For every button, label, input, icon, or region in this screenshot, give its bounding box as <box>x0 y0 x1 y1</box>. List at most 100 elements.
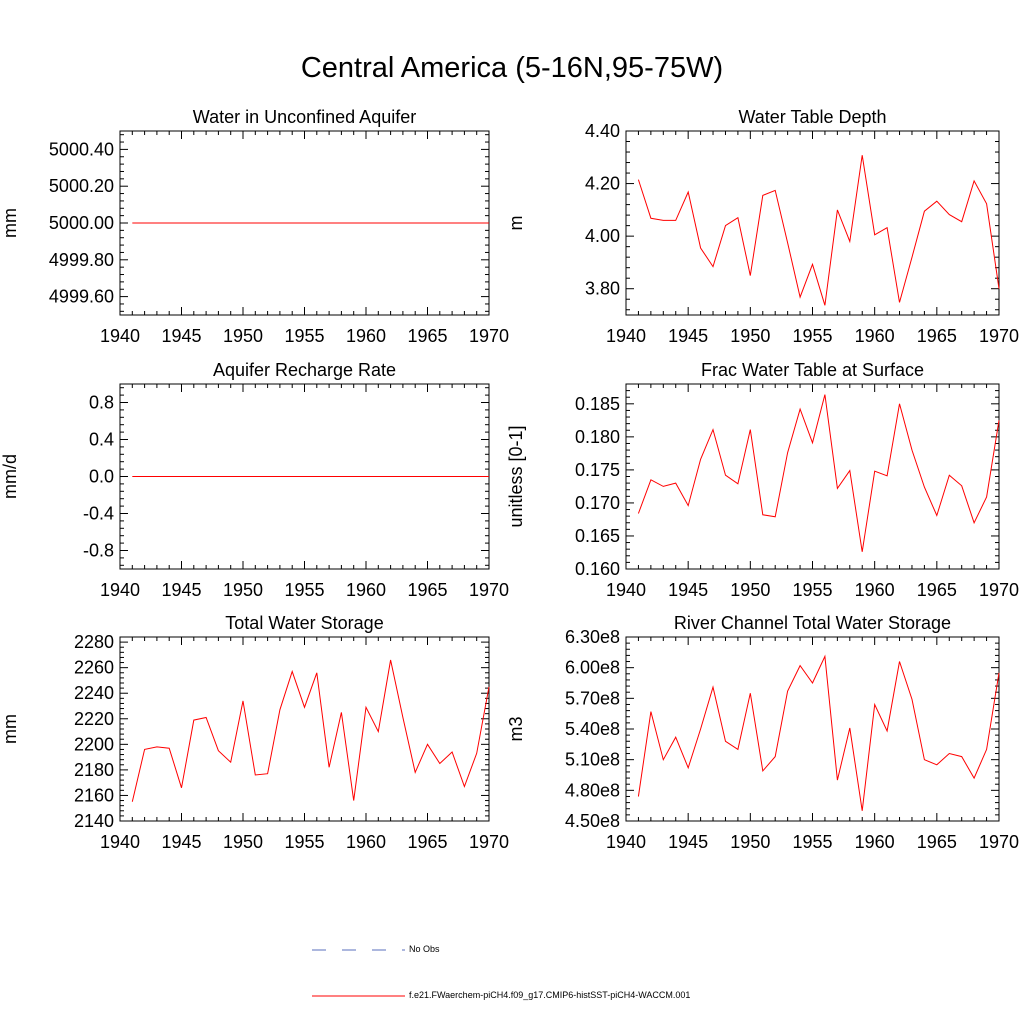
x-tick-label: 1970 <box>469 580 509 600</box>
x-tick-label: 1950 <box>730 580 770 600</box>
x-tick-label: 1945 <box>161 832 201 852</box>
series-line <box>637 394 1000 552</box>
y-tick-label: 2140 <box>74 811 114 831</box>
x-tick-label: 1940 <box>606 832 646 852</box>
x-tick-label: 1940 <box>100 832 140 852</box>
x-tick-label: 1965 <box>407 580 447 600</box>
x-tick-label: 1945 <box>668 580 708 600</box>
x-tick-label: 1950 <box>730 832 770 852</box>
y-axis-label: mm/d <box>0 454 20 499</box>
y-tick-label: 5.70e8 <box>565 688 620 708</box>
x-tick-label: 1955 <box>284 326 324 346</box>
x-tick-label: 1950 <box>223 832 263 852</box>
y-axis-label: mm <box>0 714 20 744</box>
y-axis-label: mm <box>0 208 20 238</box>
panel-title: Frac Water Table at Surface <box>701 360 924 380</box>
x-tick-label: 1950 <box>223 326 263 346</box>
page-title: Central America (5-16N,95-75W) <box>300 52 724 84</box>
y-tick-label: 0.170 <box>575 493 620 513</box>
y-axis-label: m3 <box>506 716 526 741</box>
x-tick-label: 1960 <box>855 580 895 600</box>
x-tick-label: 1955 <box>284 832 324 852</box>
x-tick-label: 1960 <box>346 326 386 346</box>
y-tick-label: 4.40 <box>585 121 620 141</box>
x-tick-label: 1955 <box>792 326 832 346</box>
panel-title: Aquifer Recharge Rate <box>213 360 396 380</box>
y-tick-label: 3.80 <box>585 279 620 299</box>
y-tick-label: 0.180 <box>575 427 620 447</box>
x-tick-label: 1960 <box>855 326 895 346</box>
y-tick-label: 2240 <box>74 683 114 703</box>
y-tick-label: 2180 <box>74 760 114 780</box>
y-axis-label: m <box>506 216 526 231</box>
x-tick-label: 1965 <box>917 832 957 852</box>
y-tick-label: 0.175 <box>575 460 620 480</box>
legend <box>312 949 405 997</box>
y-tick-label: 5000.40 <box>49 139 114 159</box>
x-tick-label: 1960 <box>346 832 386 852</box>
y-tick-label: 4.20 <box>585 174 620 194</box>
y-tick-label: 4.00 <box>585 226 620 246</box>
x-tick-label: 1965 <box>917 580 957 600</box>
y-tick-label: 2260 <box>74 658 114 678</box>
y-axis-label: unitless [0-1] <box>506 425 526 527</box>
y-tick-label: 0.8 <box>89 393 114 413</box>
series-line <box>637 155 1000 306</box>
panel-title: River Channel Total Water Storage <box>674 613 951 633</box>
series-line <box>131 659 490 802</box>
chart-panel-4: Frac Water Table at Surface unitless [0-1… <box>506 360 1019 600</box>
x-tick-label: 1970 <box>979 832 1019 852</box>
x-tick-label: 1970 <box>979 326 1019 346</box>
y-tick-label: -0.4 <box>83 504 114 524</box>
plot-frame <box>625 636 1000 822</box>
x-tick-label: 1940 <box>100 326 140 346</box>
y-tick-label: 6.30e8 <box>565 627 620 647</box>
x-tick-label: 1945 <box>668 832 708 852</box>
x-tick-label: 1945 <box>161 326 201 346</box>
y-tick-label: 6.00e8 <box>565 658 620 678</box>
x-tick-label: 1970 <box>979 580 1019 600</box>
x-tick-label: 1940 <box>606 326 646 346</box>
panel-title: Water Table Depth <box>738 107 886 127</box>
y-tick-label: 5000.00 <box>49 213 114 233</box>
x-tick-label: 1965 <box>917 326 957 346</box>
chart-panel-5: Total Water Storage mm 1940 1945 1950 1955 196… <box>0 613 509 852</box>
y-tick-label: 5.10e8 <box>565 750 620 770</box>
y-tick-label: 0.4 <box>89 430 114 450</box>
y-tick-label: 5.40e8 <box>565 719 620 739</box>
y-tick-label: 0.160 <box>575 559 620 579</box>
y-tick-label: 0.185 <box>575 394 620 414</box>
plot-frame <box>119 636 490 822</box>
panel-title: Water in Unconfined Aquifer <box>193 107 416 127</box>
series-line <box>637 654 1000 811</box>
x-tick-label: 1945 <box>161 580 201 600</box>
chart-panel-2: Water Table Depth m 1940 1945 1950 1955 1960 19… <box>506 107 1019 346</box>
chart-panel-3: Aquifer Recharge Rate mm/d 1940 1945 1950 195… <box>0 360 509 600</box>
x-tick-label: 1950 <box>223 580 263 600</box>
x-tick-label: 1970 <box>469 832 509 852</box>
x-tick-label: 1960 <box>346 580 386 600</box>
chart-panel-6: River Channel Total Water Storage m3 1940 1… <box>506 613 1019 852</box>
panel-title: Total Water Storage <box>225 613 383 633</box>
x-tick-label: 1965 <box>407 832 447 852</box>
x-tick-label: 1955 <box>792 580 832 600</box>
plot-frame <box>625 383 1000 570</box>
x-tick-label: 1940 <box>606 580 646 600</box>
x-tick-label: 1965 <box>407 326 447 346</box>
x-tick-label: 1960 <box>855 832 895 852</box>
x-tick-label: 1955 <box>284 580 324 600</box>
x-tick-label: 1940 <box>100 580 140 600</box>
x-tick-label: 1950 <box>730 326 770 346</box>
chart-panels: Water in Unconfined Aquifer mm 1940 1945 195… <box>0 107 1019 852</box>
y-tick-label: 2220 <box>74 709 114 729</box>
plot-frame <box>625 130 1000 316</box>
y-tick-label: 0.0 <box>89 467 114 487</box>
y-tick-label: 2160 <box>74 785 114 805</box>
y-tick-label: 2280 <box>74 632 114 652</box>
x-tick-label: 1945 <box>668 326 708 346</box>
x-tick-label: 1955 <box>792 832 832 852</box>
chart-panel-1: Water in Unconfined Aquifer mm 1940 1945 195… <box>0 107 509 346</box>
y-tick-label: -0.8 <box>83 541 114 561</box>
y-tick-label: 4999.60 <box>49 287 114 307</box>
x-tick-label: 1970 <box>469 326 509 346</box>
